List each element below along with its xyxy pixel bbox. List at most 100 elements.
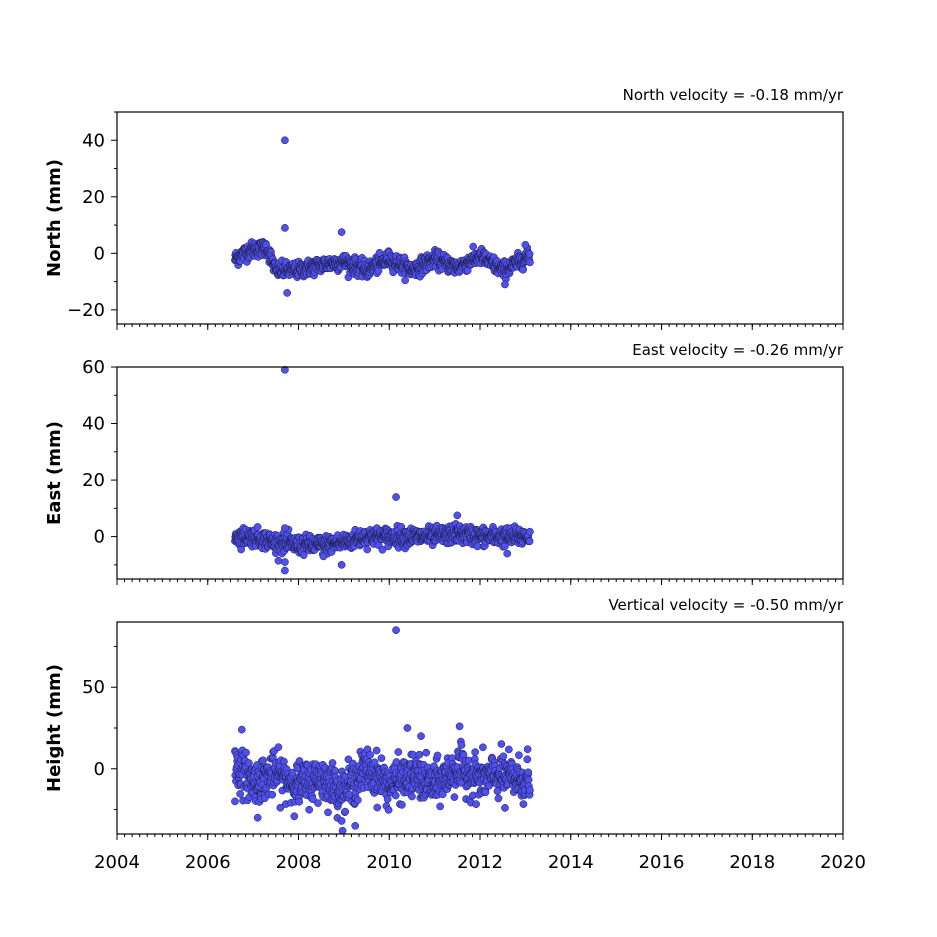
east-outlier-point bbox=[453, 511, 462, 520]
height-data-point bbox=[305, 805, 314, 814]
height-outlier-point bbox=[501, 804, 509, 812]
x-tick-label: 2018 bbox=[729, 852, 775, 873]
height-data-point bbox=[526, 786, 534, 795]
height-data-point bbox=[236, 790, 245, 798]
height-data-point bbox=[481, 788, 490, 797]
north-ytick-label: 40 bbox=[82, 130, 105, 151]
height-data-point bbox=[408, 792, 416, 801]
height-data-point bbox=[523, 755, 532, 764]
height-data-point bbox=[331, 766, 339, 775]
height-axis-title: Height (mm) bbox=[44, 664, 65, 792]
east-outlier-point bbox=[281, 558, 289, 566]
north-outlier-point bbox=[501, 280, 509, 289]
height-data-point bbox=[259, 756, 268, 765]
east-velocity-label: East velocity = -0.26 mm/yr bbox=[632, 341, 844, 359]
height-ytick-label: 0 bbox=[94, 759, 105, 780]
height-data-point bbox=[433, 751, 442, 760]
x-tick-label: 2020 bbox=[820, 852, 866, 873]
height-data-point bbox=[290, 812, 299, 821]
height-outlier-point bbox=[523, 745, 532, 754]
north-velocity-label: North velocity = -0.18 mm/yr bbox=[623, 86, 844, 104]
height-data-point bbox=[372, 746, 381, 755]
height-data-point bbox=[505, 745, 513, 754]
height-data-point bbox=[515, 751, 523, 760]
height-data-point bbox=[398, 800, 406, 809]
east-outlier-point bbox=[392, 493, 400, 501]
height-data-point bbox=[245, 759, 253, 767]
height-outlier-point bbox=[351, 822, 360, 830]
east-outlier-point bbox=[281, 524, 289, 532]
height-outlier-point bbox=[455, 722, 464, 731]
north-data-point bbox=[519, 265, 527, 274]
height-data-point bbox=[314, 799, 322, 807]
north-ytick-label: −20 bbox=[67, 300, 105, 321]
height-data-point bbox=[338, 826, 347, 835]
height-data-point bbox=[295, 797, 303, 806]
east-outlier-point bbox=[319, 552, 328, 561]
height-outlier-point bbox=[417, 732, 425, 741]
x-tick-label: 2008 bbox=[276, 852, 322, 873]
height-data-point bbox=[457, 741, 466, 749]
x-tick-label: 2012 bbox=[457, 852, 503, 873]
east-outlier-point bbox=[503, 549, 512, 558]
north-plot-frame bbox=[116, 111, 844, 325]
height-data-point bbox=[341, 807, 350, 816]
east-data-point bbox=[525, 537, 534, 546]
east-outlier-point bbox=[337, 561, 346, 569]
height-data-point bbox=[472, 800, 480, 808]
north-outlier-point bbox=[283, 289, 292, 297]
height-data-point bbox=[415, 750, 424, 759]
height-data-point bbox=[353, 796, 362, 804]
height-data-point bbox=[524, 768, 533, 777]
height-data-point bbox=[524, 775, 533, 784]
height-outlier-point bbox=[237, 725, 246, 734]
north-outlier-point bbox=[281, 224, 289, 232]
height-data-point bbox=[274, 743, 283, 752]
east-data-point bbox=[299, 551, 308, 560]
north-data-point bbox=[526, 258, 534, 267]
north-ytick-label: 20 bbox=[82, 187, 105, 208]
height-data-point bbox=[324, 808, 332, 817]
height-data-point bbox=[328, 759, 337, 767]
height-data-point bbox=[384, 806, 393, 814]
north-data-point bbox=[401, 276, 409, 285]
height-data-point bbox=[494, 794, 503, 803]
height-data-point bbox=[373, 803, 382, 812]
height-outlier-point bbox=[337, 817, 346, 825]
height-outlier-point bbox=[253, 813, 262, 822]
x-tick-label: 2006 bbox=[185, 852, 231, 873]
east-data-point bbox=[501, 542, 509, 550]
height-data-point bbox=[383, 795, 392, 804]
east-ytick-label: 40 bbox=[82, 414, 105, 435]
east-axis-title: East (mm) bbox=[44, 421, 65, 525]
height-data-point bbox=[422, 748, 431, 757]
east-data-point bbox=[526, 527, 534, 536]
east-data-point bbox=[274, 556, 283, 565]
north-ytick-label: 0 bbox=[94, 243, 105, 264]
east-ytick-label: 20 bbox=[82, 470, 105, 491]
height-data-point bbox=[499, 752, 508, 761]
north-data-point bbox=[469, 242, 478, 251]
north-data-point bbox=[525, 250, 534, 258]
height-data-point bbox=[394, 748, 403, 756]
x-tick-label: 2004 bbox=[94, 852, 140, 873]
height-data-point bbox=[242, 748, 250, 757]
east-ytick-label: 60 bbox=[82, 357, 105, 378]
height-outlier-point bbox=[403, 724, 412, 732]
height-plot-frame bbox=[116, 621, 844, 835]
height-data-point bbox=[268, 790, 277, 799]
x-tick-label: 2010 bbox=[366, 852, 412, 873]
north-outlier-point bbox=[281, 136, 289, 145]
x-tick-label: 2014 bbox=[548, 852, 594, 873]
east-outlier-point bbox=[281, 566, 289, 575]
height-data-point bbox=[436, 802, 444, 811]
height-ytick-label: 50 bbox=[82, 677, 105, 698]
height-data-point bbox=[450, 793, 459, 801]
height-data-point bbox=[519, 800, 528, 808]
north-outlier-point bbox=[337, 228, 346, 236]
east-data-point bbox=[363, 545, 372, 554]
east-data-point bbox=[253, 523, 262, 531]
north-outlier-point bbox=[521, 241, 530, 249]
height-data-point bbox=[497, 740, 506, 748]
